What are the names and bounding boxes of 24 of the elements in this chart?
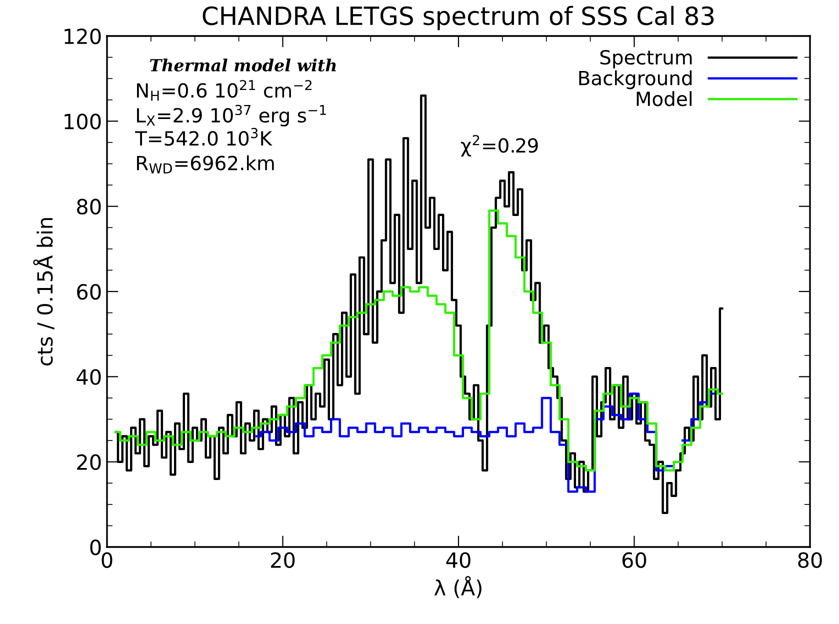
x-tick-label: 60 <box>622 552 646 568</box>
legend-label: Spectrum <box>600 50 692 68</box>
annotation: L$_{X}$=2.9 10$^{37}$ erg s$^{−1}$ <box>137 104 326 126</box>
y-tick-label: 0 <box>90 539 101 556</box>
legend-label: Model <box>636 91 692 106</box>
y-tick-label: 120 <box>64 28 101 44</box>
y-tick-label: 40 <box>76 369 101 385</box>
x-tick-label: 20 <box>271 552 295 568</box>
annotation: χ$^{2}$=0.29 <box>460 134 538 157</box>
y-tick-label: 20 <box>77 454 101 470</box>
y-axis-title: cts / 0.15Å bin <box>33 218 54 366</box>
y-tick-label: 60 <box>77 284 101 300</box>
x-axis-title: λ (Å) <box>434 576 482 598</box>
annotation: T=542.0 10$^{3}$K <box>135 128 272 146</box>
annotation: R$_{WD}$=6962.km <box>137 155 274 174</box>
legend-label: Background <box>579 70 692 90</box>
x-tick-label: 0 <box>102 552 112 568</box>
annotation: Thermal model with <box>150 58 336 72</box>
chart-title: CHANDRA LETGS spectrum of SSS Cal 83 <box>202 6 714 30</box>
annotation: N$_{H}$=0.6 10$^{21}$ cm$^{−2}$ <box>137 80 312 101</box>
y-tick-label: 80 <box>77 198 101 215</box>
y-tick-label: 100 <box>64 114 101 130</box>
x-tick-label: 40 <box>446 552 470 568</box>
x-tick-label: 80 <box>798 552 822 568</box>
